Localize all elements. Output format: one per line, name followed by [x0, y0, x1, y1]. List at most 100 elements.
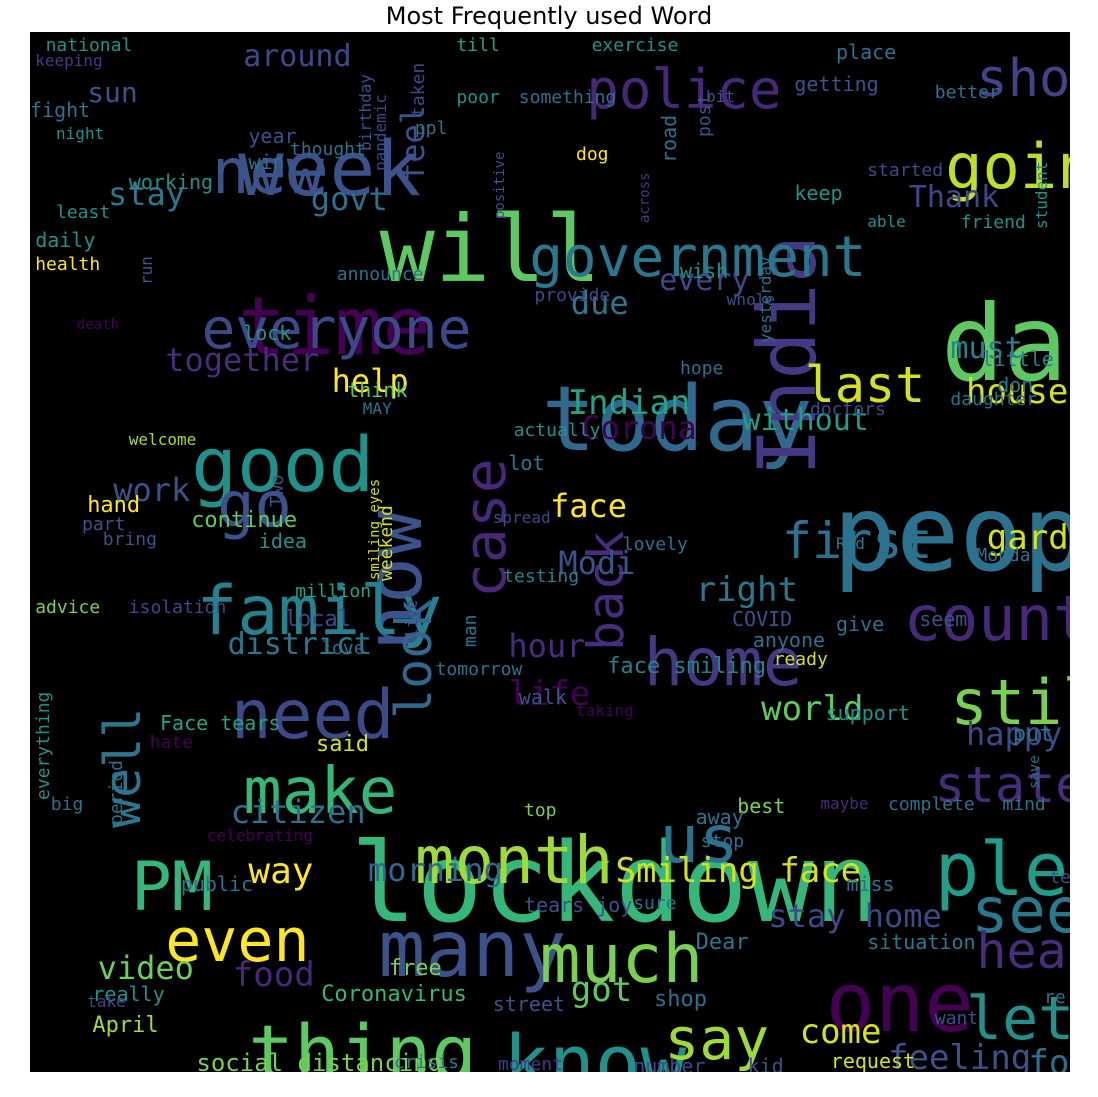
word-getting: getting	[794, 71, 879, 96]
word-ready: ready	[773, 648, 828, 670]
word-said: said	[316, 732, 369, 757]
word-isolation: isolation	[128, 596, 227, 618]
word-many: many	[378, 904, 567, 995]
word-life: life	[508, 673, 591, 714]
word-last: last	[804, 355, 926, 414]
word-thought: thought	[290, 139, 366, 161]
word-whole: whole	[726, 290, 775, 309]
word-walk: walk	[518, 685, 567, 710]
word-country: country	[903, 582, 1070, 656]
word-modi: Modi	[558, 543, 636, 582]
word-man: man	[459, 614, 481, 648]
word-win: win	[248, 149, 285, 174]
word-stay-home: stay home	[768, 897, 942, 936]
word-first: first	[781, 511, 933, 570]
word-coronavirus: Coronavirus	[321, 981, 467, 1007]
word-miss: miss	[846, 872, 895, 897]
word-exercise: exercise	[591, 35, 679, 57]
word-anyone: anyone	[752, 628, 826, 652]
word-one: one	[825, 955, 974, 1051]
word-least: least	[56, 201, 111, 223]
word-better: better	[934, 82, 1000, 103]
word-take: take	[87, 992, 126, 1011]
word-taking: taking	[576, 700, 634, 720]
word-million: million	[295, 581, 372, 603]
word-district: district	[227, 627, 373, 662]
word-way: way	[248, 850, 314, 892]
word-give: give	[836, 612, 885, 637]
word-health: health	[35, 253, 101, 275]
word-maybe: maybe	[820, 794, 869, 814]
word-police: police	[586, 58, 782, 122]
word-kid: kid	[747, 1054, 784, 1072]
word-night: night	[56, 123, 105, 143]
word-hour: hour	[508, 627, 586, 665]
word-time: time	[238, 279, 431, 373]
word-pm: PM	[130, 847, 213, 927]
word-tears-joy: tears joy	[524, 893, 633, 918]
word-number: number	[633, 1054, 706, 1072]
word-see: see	[971, 873, 1070, 947]
word-sure: sure	[633, 893, 677, 915]
word-right: right	[695, 569, 798, 610]
word-even: even	[165, 905, 310, 976]
word-support: support	[825, 700, 910, 725]
word-daily: daily	[35, 227, 96, 252]
word-hope: hope	[680, 357, 724, 379]
word-taken: taken	[407, 63, 429, 118]
word-actually: actually	[513, 420, 601, 441]
word-lock: lock	[243, 321, 292, 346]
word-student: student	[1031, 161, 1051, 229]
word-smiling-eyes: smiling eyes	[367, 479, 383, 581]
word-lockdown: lockdown	[350, 818, 881, 947]
word-run: run	[137, 255, 157, 285]
word-day: day	[941, 283, 1070, 405]
word-provide: provide	[534, 284, 611, 306]
word-save: save	[1027, 755, 1044, 789]
word-heart: heart	[976, 922, 1070, 981]
word-best: best	[737, 794, 786, 819]
word-know: know	[503, 1018, 687, 1072]
word-house: house	[966, 372, 1069, 413]
word-let: let	[966, 983, 1070, 1054]
word-face-tears: Face tears	[160, 711, 281, 736]
word-death: death	[76, 317, 119, 333]
word-monday: Monday	[976, 544, 1042, 566]
word-live: live	[402, 599, 422, 638]
word-dear: Dear	[695, 929, 749, 955]
word-doctors: doctors	[810, 399, 886, 421]
word-follow: follow	[1028, 1043, 1070, 1072]
word-video: video	[97, 949, 194, 988]
word-today: today	[541, 367, 813, 473]
word-want: want	[934, 1007, 979, 1029]
word-bring: bring	[102, 529, 157, 551]
word-little: little	[981, 347, 1054, 372]
word-help: help	[331, 361, 409, 400]
chart-title: Most Frequently used Word	[385, 2, 713, 30]
word-moment: moment	[498, 1054, 564, 1072]
word-idea: idea	[258, 529, 307, 554]
word-two: Two	[267, 474, 289, 507]
word-period: period	[106, 759, 127, 825]
word-stay: stay	[108, 174, 186, 213]
word-complete: complete	[888, 794, 975, 816]
word-government: government	[529, 224, 867, 290]
word-testing: testing	[503, 565, 580, 587]
word-love: love	[321, 638, 365, 660]
word-think: think	[347, 378, 408, 403]
word-don: don	[997, 373, 1034, 398]
word-year: year	[248, 123, 297, 148]
word-us: us	[659, 800, 739, 878]
word-sun: sun	[87, 75, 138, 109]
word-lot: lot	[508, 451, 545, 476]
word-show: show	[976, 48, 1070, 109]
word-month: month	[414, 821, 614, 899]
word-re: re	[1044, 986, 1066, 1008]
word-citizen: citizen	[230, 793, 366, 832]
word-much: much	[539, 920, 704, 1000]
word-people: people	[832, 473, 1070, 596]
word-away: away	[695, 804, 744, 829]
word-continue: continue	[191, 508, 298, 534]
word-situation: situation	[867, 929, 976, 954]
word-please: please	[934, 826, 1070, 913]
